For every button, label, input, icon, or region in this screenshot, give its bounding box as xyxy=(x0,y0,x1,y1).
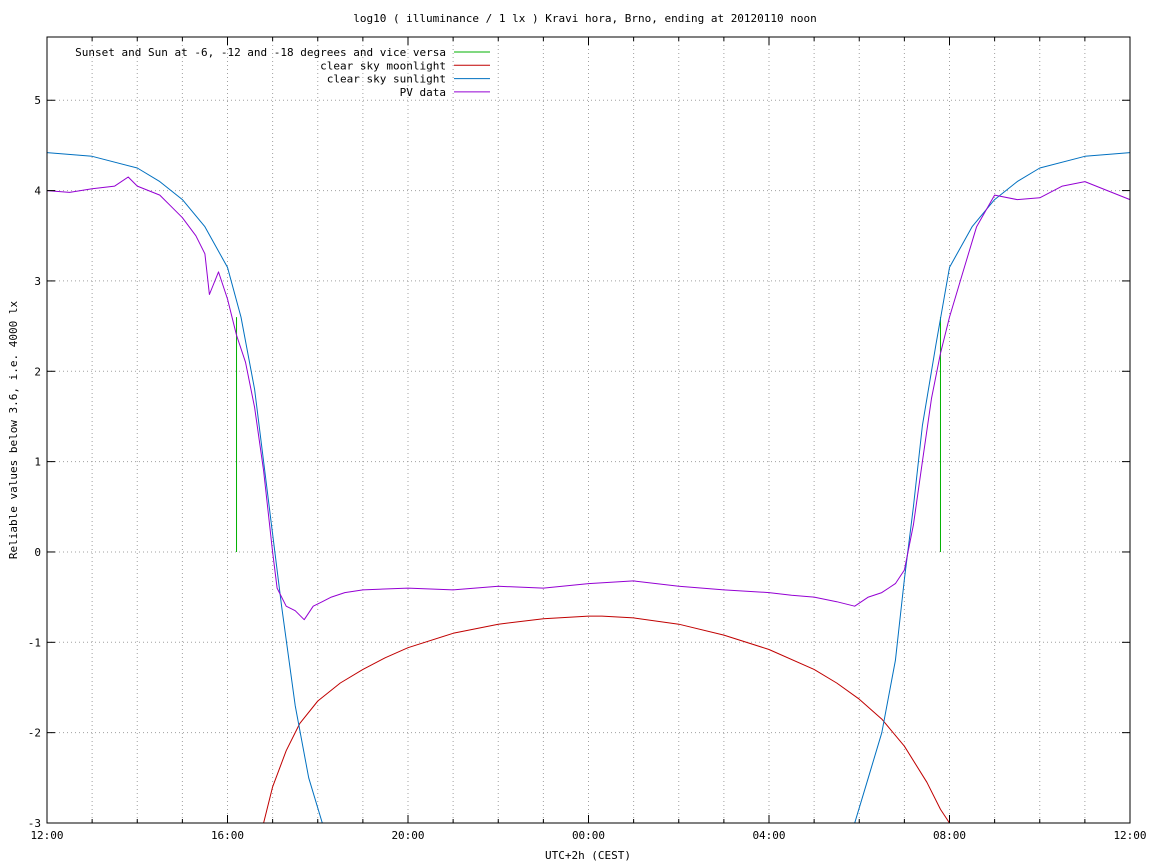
x-tick-label: 04:00 xyxy=(752,829,785,842)
x-tick-label: 16:00 xyxy=(211,829,244,842)
y-tick-label: -1 xyxy=(28,636,41,649)
y-tick-label: -3 xyxy=(28,817,41,830)
axis-ticks: 12:00 16:00 20:00 00:00 04:00 08:00 12:00-3-2-… xyxy=(28,37,1147,842)
y-tick-label: -2 xyxy=(28,727,41,740)
y-tick-label: 2 xyxy=(34,365,41,378)
pv-data-line xyxy=(46,176,1131,621)
y-tick-label: 5 xyxy=(34,94,41,107)
x-tick-label: 12:00 xyxy=(30,829,63,842)
y-tick-label: 1 xyxy=(34,456,41,469)
x-tick-label: 20:00 xyxy=(391,829,424,842)
x-tick-label: 08:00 xyxy=(933,829,966,842)
grid-lines xyxy=(47,37,1130,823)
y-tick-label: 3 xyxy=(34,275,41,288)
legend: Sunset and Sun at -6, -12 and -18 degree… xyxy=(75,46,490,99)
sun-angle-markers xyxy=(236,317,941,552)
y-axis-label: Reliable values below 3.6, i.e. 4000 lx xyxy=(7,300,20,559)
x-tick-label: 00:00 xyxy=(572,829,605,842)
y-tick-label: 0 xyxy=(34,546,41,559)
clear-sky-moonlight-line xyxy=(263,615,950,824)
legend-label: clear sky moonlight xyxy=(320,59,446,72)
chart-title: log10 ( illuminance / 1 lx ) Kravi hora,… xyxy=(353,12,817,25)
legend-label: PV data xyxy=(400,86,446,99)
legend-label: clear sky sunlight xyxy=(327,73,446,86)
y-tick-label: 4 xyxy=(34,185,41,198)
x-tick-label: 12:00 xyxy=(1113,829,1146,842)
x-axis-label: UTC+2h (CEST) xyxy=(545,849,631,862)
legend-label: Sunset and Sun at -6, -12 and -18 degree… xyxy=(75,46,446,59)
